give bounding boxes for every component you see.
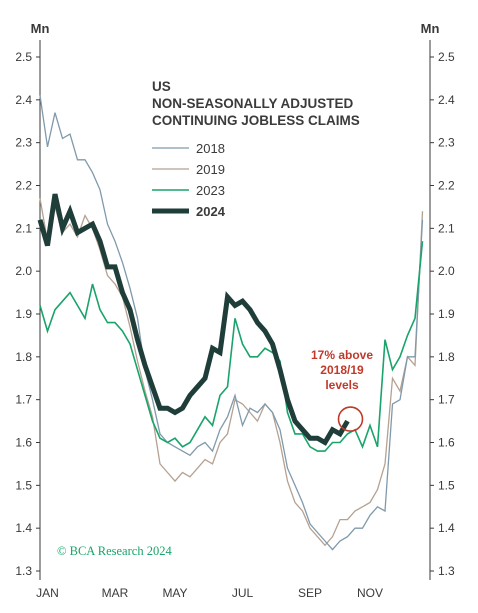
- series-line-2019: [39, 198, 424, 547]
- annotation-line-3: levels: [325, 378, 359, 392]
- left-tick-label: 2.2: [15, 179, 32, 193]
- chart-title: US NON-SEASONALLY ADJUSTED CONTINUING JO…: [152, 79, 360, 128]
- right-tick-label: 2.5: [438, 50, 455, 64]
- left-tick-label: 1.5: [15, 478, 32, 492]
- left-tick-label: 1.8: [15, 350, 32, 364]
- annotation-circle: [337, 406, 364, 432]
- left-tick-label: 1.9: [15, 307, 32, 321]
- annotation: 17% above 2018/19 levels: [311, 348, 373, 432]
- x-tick-label: NOV: [357, 586, 383, 600]
- right-tick-label: 1.3: [438, 564, 455, 578]
- left-tick-label: 2.5: [15, 50, 32, 64]
- right-tick-label: 1.7: [438, 393, 455, 407]
- right-tick-label: 2.2: [438, 179, 455, 193]
- right-tick-label: 1.6: [438, 436, 455, 450]
- title-line-3: CONTINUING JOBLESS CLAIMS: [152, 113, 360, 128]
- right-tick-label: 1.5: [438, 478, 455, 492]
- title-line-2: NON-SEASONALLY ADJUSTED: [152, 96, 354, 111]
- series-line-2024: [37, 193, 350, 446]
- left-tick-label: 1.7: [15, 393, 32, 407]
- credit-text: © BCA Research 2024: [57, 544, 172, 558]
- annotation-line-1: 17% above: [311, 348, 373, 362]
- right-tick-label: 2.1: [438, 221, 455, 235]
- left-tick-label: 2.1: [15, 221, 32, 235]
- right-tick-label: 1.4: [438, 521, 455, 535]
- right-axis-unit: Mn: [421, 21, 440, 36]
- series-line-2018: [39, 95, 424, 551]
- x-tick-label: SEP: [298, 586, 322, 600]
- x-tick-label: MAR: [102, 586, 129, 600]
- x-tick-label: JUL: [232, 586, 254, 600]
- right-tick-label: 1.8: [438, 350, 455, 364]
- x-tick-labels: JAN MAR MAY JUL SEP NOV: [36, 586, 383, 600]
- left-tick-label: 2.4: [15, 93, 32, 107]
- chart-legend: 2018 2019 2023 2024: [152, 141, 226, 219]
- right-tick-label: 2.0: [438, 264, 455, 278]
- legend-label-2018: 2018: [196, 141, 225, 156]
- left-y-tick-labels: 1.3 1.4 1.5 1.6 1.7 1.8 1.9 2.0 2.1 2.2 2.3 2.4 2.5: [15, 50, 40, 578]
- right-y-tick-labels: 1.3 1.4 1.5 1.6 1.7 1.8 1.9 2.0 2.1 2.2 2.3 2.4 2.5: [430, 50, 455, 578]
- left-tick-label: 1.4: [15, 521, 32, 535]
- title-line-1: US: [152, 79, 171, 94]
- annotation-line-2: 2018/19: [320, 363, 364, 377]
- legend-label-2024: 2024: [196, 204, 226, 219]
- x-tick-label: JAN: [36, 586, 59, 600]
- right-tick-label: 2.3: [438, 136, 455, 150]
- legend-label-2023: 2023: [196, 183, 225, 198]
- left-tick-label: 2.3: [15, 136, 32, 150]
- left-tick-label: 2.0: [15, 264, 32, 278]
- left-axis-unit: Mn: [31, 21, 50, 36]
- series-lines: [37, 95, 424, 551]
- legend-label-2019: 2019: [196, 162, 225, 177]
- left-tick-label: 1.6: [15, 436, 32, 450]
- right-tick-label: 1.9: [438, 307, 455, 321]
- right-tick-label: 2.4: [438, 93, 455, 107]
- chart-axes: Mn Mn: [31, 21, 440, 580]
- series-line-2023: [39, 241, 424, 452]
- left-tick-label: 1.3: [15, 564, 32, 578]
- x-tick-label: MAY: [162, 586, 187, 600]
